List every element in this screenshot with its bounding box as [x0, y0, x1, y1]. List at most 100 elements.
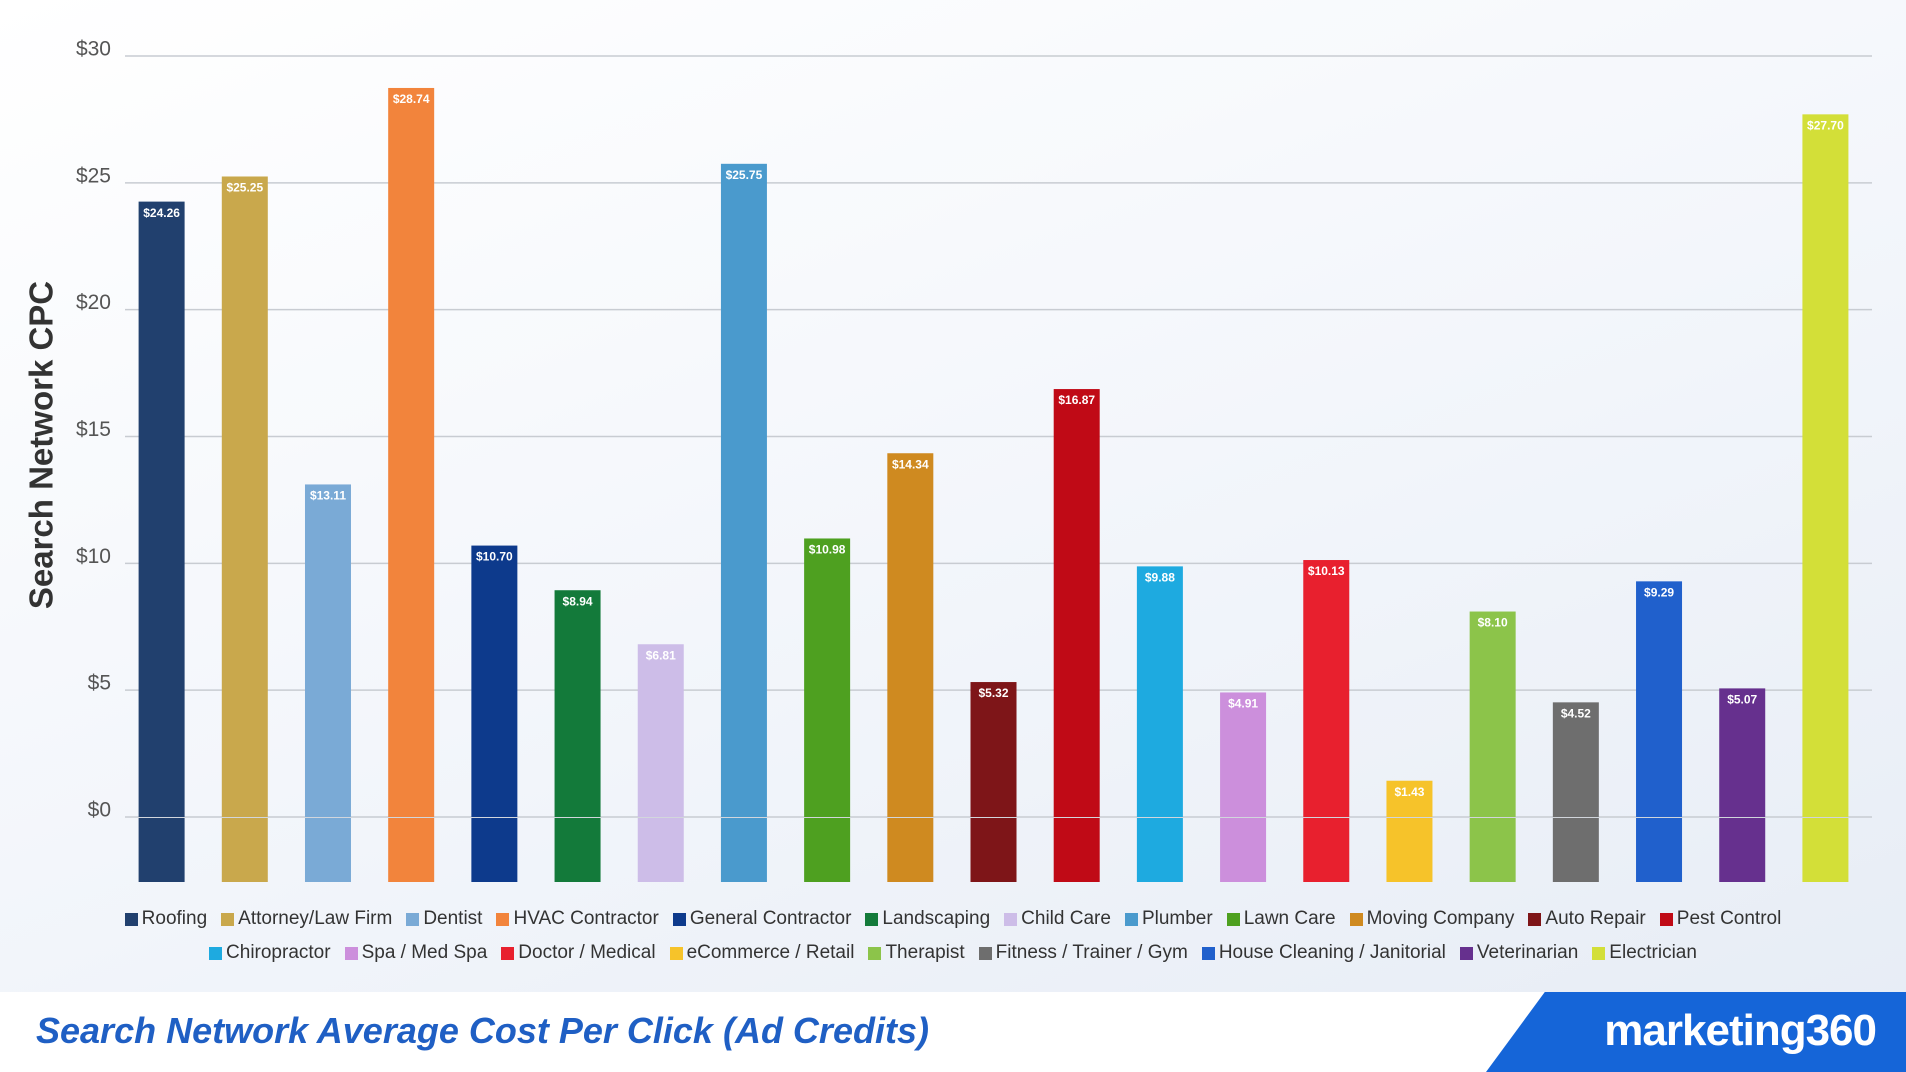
- legend-swatch: [221, 912, 235, 926]
- bar: [304, 484, 351, 817]
- legend-label: eCommerce / Retail: [686, 942, 855, 963]
- y-tick-label: $20: [76, 291, 111, 314]
- legend-swatch: [124, 912, 138, 926]
- value-label: $5.32: [978, 686, 1008, 700]
- bar: [1552, 702, 1599, 817]
- legend-swatch: [669, 946, 683, 960]
- legend-label: Child Care: [1021, 908, 1111, 929]
- value-label: $8.10: [1478, 616, 1508, 630]
- legend-item: Landscaping: [865, 908, 990, 930]
- value-label: $9.88: [1145, 571, 1175, 585]
- legend-item: Lawn Care: [1226, 908, 1336, 930]
- y-tick-label: $0: [88, 799, 111, 822]
- legend-item: Child Care: [1004, 908, 1111, 930]
- y-tick-label: $25: [76, 164, 111, 187]
- value-label: $9.29: [1644, 586, 1674, 600]
- value-label: $16.87: [1058, 393, 1095, 407]
- legend-swatch: [1349, 912, 1363, 926]
- value-label: $28.74: [393, 92, 430, 106]
- bar: [1636, 581, 1683, 817]
- legend-item: Dentist: [406, 908, 482, 930]
- legend-swatch: [865, 912, 879, 926]
- value-label: $8.94: [563, 594, 593, 608]
- legend-swatch: [1459, 946, 1473, 960]
- legend: Chiropractor Spa / Med Spa Doctor / Medica…: [0, 942, 1906, 964]
- icon-box: [471, 818, 518, 882]
- value-label: $27.70: [1807, 119, 1844, 133]
- value-label: $10.13: [1308, 564, 1345, 578]
- value-label: $25.25: [226, 181, 263, 195]
- legend-label: Roofing: [141, 908, 208, 929]
- y-tick-label: $10: [76, 545, 111, 568]
- legend-label: Auto Repair: [1545, 908, 1646, 929]
- bar: [720, 163, 767, 817]
- bar: [1386, 780, 1433, 817]
- bar: [1469, 611, 1516, 817]
- icon-box: [1552, 818, 1599, 882]
- bar: [554, 590, 601, 817]
- icon-box: [887, 818, 934, 882]
- legend: Roofing Attorney/Law Firm Dentist HVAC Cont…: [0, 908, 1906, 930]
- bar: [1802, 114, 1849, 818]
- legend-item: Therapist: [868, 942, 965, 964]
- icon-box: [138, 818, 185, 882]
- bar: [637, 644, 684, 817]
- legend-swatch: [501, 946, 515, 960]
- legend-label: Landscaping: [882, 908, 991, 929]
- legend-item: Plumber: [1124, 908, 1213, 930]
- icon-box: [1636, 818, 1683, 882]
- legend-swatch: [1592, 946, 1606, 960]
- icon-box: [1386, 818, 1433, 882]
- legend-swatch: [496, 912, 510, 926]
- legend-label: Plumber: [1141, 908, 1213, 929]
- legend-item: Fitness / Trainer / Gym: [978, 942, 1188, 964]
- bar: [1303, 560, 1350, 817]
- y-tick-label: $15: [76, 418, 111, 441]
- value-label: $1.43: [1394, 785, 1424, 799]
- icon-box: [720, 818, 767, 882]
- legend-item: HVAC Contractor: [496, 908, 659, 930]
- legend-item: Veterinarian: [1459, 942, 1579, 964]
- value-label: $4.52: [1561, 707, 1591, 721]
- legend-label: Therapist: [885, 942, 965, 963]
- legend-item: Doctor / Medical: [501, 942, 656, 964]
- legend-label: Veterinarian: [1476, 942, 1579, 963]
- legend-label: Fitness / Trainer / Gym: [995, 942, 1188, 963]
- legend-swatch: [209, 946, 223, 960]
- bar: [471, 545, 518, 817]
- value-label: $13.11: [310, 489, 346, 503]
- icon-box: [804, 818, 851, 882]
- icon-box: [1136, 818, 1183, 882]
- legend-swatch: [406, 912, 420, 926]
- bar: [887, 453, 934, 817]
- legend-swatch: [1201, 946, 1215, 960]
- legend-label: Pest Control: [1676, 908, 1782, 929]
- value-label: $10.98: [809, 543, 846, 557]
- brand: marketing360: [1604, 1006, 1877, 1055]
- legend-label: HVAC Contractor: [513, 908, 659, 929]
- y-tick-label: $5: [88, 672, 111, 695]
- bar: [970, 682, 1017, 817]
- value-label: $10.70: [476, 550, 513, 564]
- legend-swatch: [672, 912, 686, 926]
- icon-box: [221, 818, 268, 882]
- chart: Search Network CPC $0 $5 $10 $15 $20 $25 $30 $2…: [23, 38, 1872, 882]
- legend-item: Roofing: [124, 908, 208, 930]
- bar: [388, 87, 435, 818]
- legend-label: Doctor / Medical: [518, 942, 656, 963]
- legend-label: Attorney/Law Firm: [238, 908, 393, 929]
- legend-swatch: [868, 946, 882, 960]
- legend-item: Moving Company: [1349, 908, 1515, 930]
- value-label: $24.26: [143, 206, 180, 220]
- legend-item: General Contractor: [672, 908, 852, 930]
- legend-label: Electrician: [1609, 942, 1697, 963]
- legend-label: Moving Company: [1366, 908, 1515, 929]
- bar: [1719, 688, 1766, 817]
- legend-item: eCommerce / Retail: [669, 942, 855, 964]
- value-label: $25.75: [726, 168, 763, 182]
- value-label: $14.34: [892, 457, 929, 471]
- bar: [138, 201, 185, 817]
- legend-label: General Contractor: [689, 908, 852, 929]
- icon-box: [554, 818, 601, 882]
- logo-band: marketing360: [1486, 992, 1906, 1072]
